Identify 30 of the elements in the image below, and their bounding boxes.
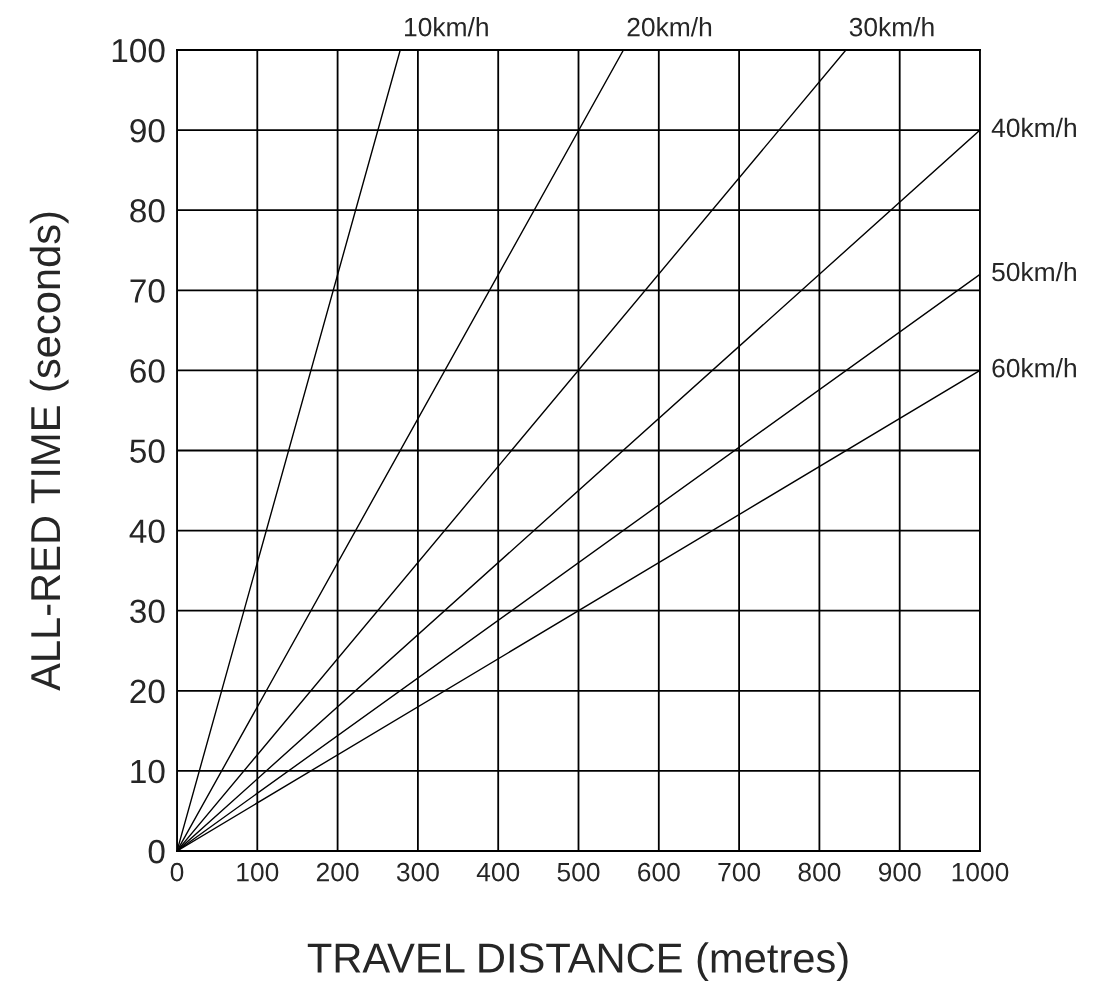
y-tick-label: 70 <box>130 279 165 303</box>
x-tick-label: 600 <box>638 862 680 882</box>
y-axis-title: ALL-RED TIME (seconds) <box>29 212 69 691</box>
y-tick-label: 40 <box>129 519 165 544</box>
x-tick-label: 700 <box>718 862 761 882</box>
y-tick-label: 10 <box>131 759 165 784</box>
series-label: 40km/h <box>991 117 1076 138</box>
y-tick-label: 80 <box>130 199 165 223</box>
x-tick-label: 1000 <box>952 862 1009 882</box>
x-tick-label: 300 <box>396 862 439 882</box>
series-label: 30km/h <box>849 17 934 37</box>
x-tick-label: 900 <box>878 862 921 882</box>
y-tick-label: 20 <box>130 679 165 704</box>
series-label: 60km/h <box>992 358 1076 378</box>
x-tick-label: 800 <box>798 862 841 882</box>
series-label: 10km/h <box>405 17 488 37</box>
x-tick-label: 400 <box>476 862 520 882</box>
x-tick-label: 500 <box>557 862 600 882</box>
series-label: 50km/h <box>992 261 1076 282</box>
x-tick-label: 200 <box>316 862 359 882</box>
y-tick-label: 30 <box>130 599 165 624</box>
y-tick-label: 50 <box>130 439 165 463</box>
x-tick-label: 0 <box>170 862 184 882</box>
y-tick-label: 100 <box>112 38 165 63</box>
y-tick-label: 60 <box>130 359 165 383</box>
series-label: 20km/h <box>627 17 712 37</box>
x-tick-label: 100 <box>237 862 279 882</box>
y-tick-label: 0 <box>148 839 165 864</box>
y-tick-label: 90 <box>130 118 165 143</box>
x-axis-title: TRAVEL DISTANCE (metres) <box>307 942 848 982</box>
